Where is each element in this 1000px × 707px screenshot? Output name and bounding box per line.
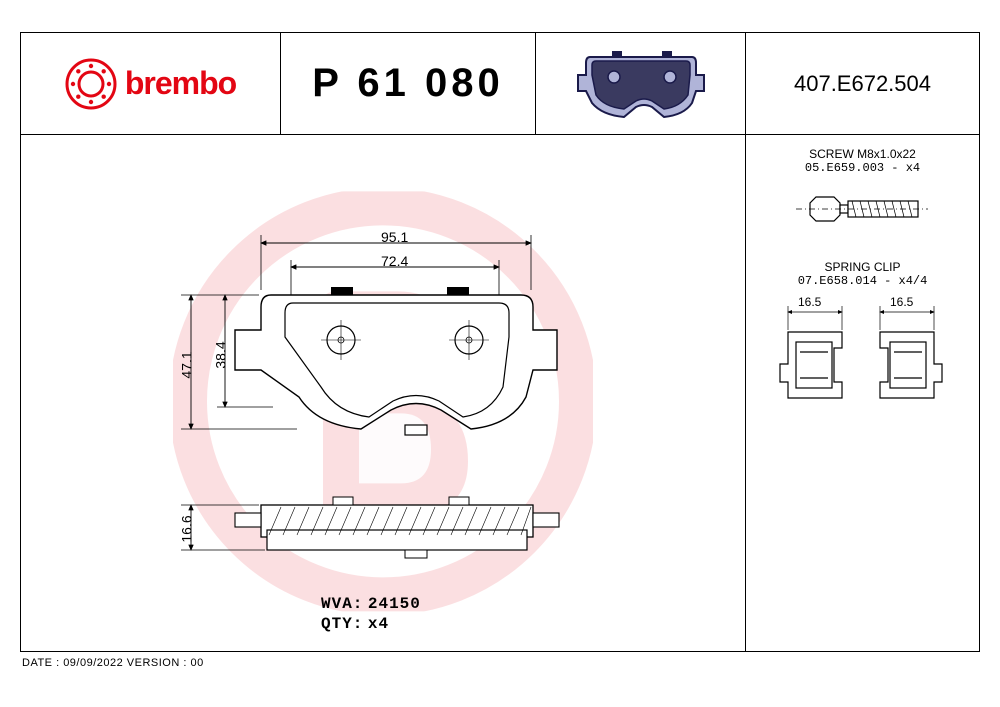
main-drawing-cell: 95.1 72.4 47.1 38.4 16.6 WVA: 24150 QTY:… bbox=[21, 135, 746, 651]
clip-dim-left: 16.5 bbox=[798, 295, 821, 309]
drawing-frame: brembo P 61 080 407.E672.504 bbox=[20, 32, 980, 652]
screw-drawing bbox=[756, 179, 966, 239]
reference-code: 407.E672.504 bbox=[794, 71, 931, 97]
qty-value: x4 bbox=[368, 615, 389, 633]
dim-thickness: 16.6 bbox=[179, 515, 195, 542]
reference-code-cell: 407.E672.504 bbox=[746, 33, 979, 134]
qty-label: QTY: bbox=[321, 615, 363, 633]
qty-row: QTY: x4 bbox=[321, 615, 389, 633]
dim-height-outer: 47.1 bbox=[179, 351, 195, 378]
wva-label: WVA: bbox=[321, 595, 363, 613]
technical-drawing bbox=[21, 135, 746, 651]
screw-code: 05.E659.003 - x4 bbox=[756, 161, 969, 175]
screw-title: SCREW M8x1.0x22 bbox=[756, 147, 969, 161]
thumbnail-cell bbox=[536, 33, 746, 134]
header-row: brembo P 61 080 407.E672.504 bbox=[21, 33, 979, 135]
sidebar: SCREW M8x1.0x22 05.E659.003 - x4 bbox=[746, 135, 979, 651]
wva-row: WVA: 24150 bbox=[321, 595, 421, 613]
clip-dim-right: 16.5 bbox=[890, 295, 913, 309]
spring-clip-drawing bbox=[756, 292, 966, 412]
brand-cell: brembo bbox=[21, 33, 281, 134]
spring-clip-code: 07.E658.014 - x4/4 bbox=[756, 274, 969, 288]
part-number-cell: P 61 080 bbox=[281, 33, 536, 134]
brake-pad-thumbnail bbox=[576, 45, 706, 123]
dim-width-outer: 95.1 bbox=[381, 229, 408, 245]
body-row: 95.1 72.4 47.1 38.4 16.6 WVA: 24150 QTY:… bbox=[21, 135, 979, 651]
wva-value: 24150 bbox=[368, 595, 421, 613]
brembo-logo-icon bbox=[65, 58, 117, 110]
brand-name: brembo bbox=[125, 65, 236, 102]
part-number: P 61 080 bbox=[312, 61, 503, 106]
spring-clip-title: SPRING CLIP bbox=[756, 260, 969, 274]
footer-text: DATE : 09/09/2022 VERSION : 00 bbox=[22, 657, 204, 669]
dim-height-inner: 38.4 bbox=[213, 341, 229, 368]
dim-width-inner: 72.4 bbox=[381, 253, 408, 269]
